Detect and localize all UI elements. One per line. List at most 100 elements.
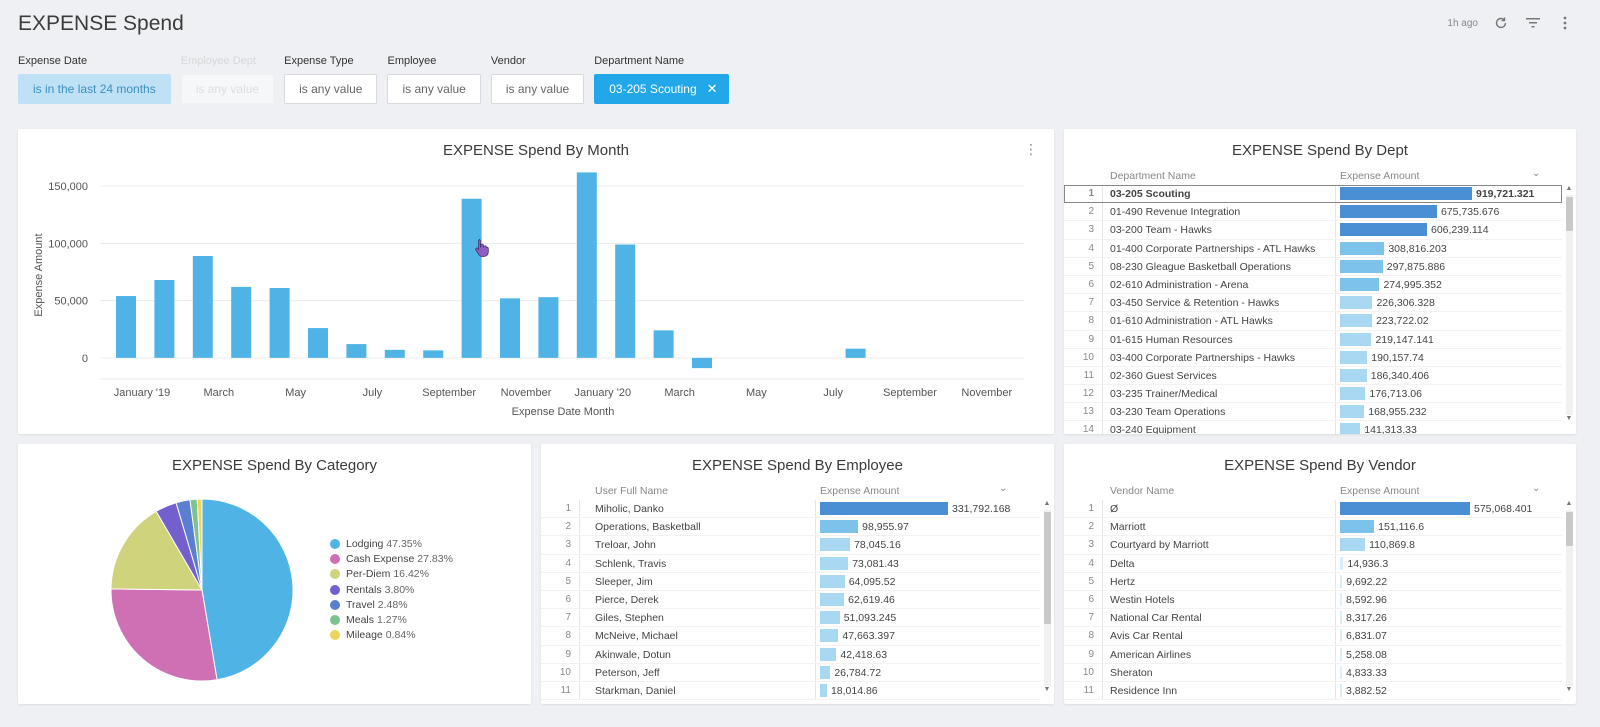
row-name[interactable]: Delta	[1110, 557, 1135, 570]
chevron-down-icon[interactable]: ⌄	[999, 483, 1008, 494]
table-row[interactable]: 14 03-240 Equipment 141,313.33	[1064, 421, 1562, 434]
row-name[interactable]: 01-400 Corporate Partnerships - ATL Hawk…	[1110, 242, 1316, 255]
scroll-down-icon[interactable]: ▼	[1565, 415, 1573, 422]
row-name[interactable]: Marriott	[1110, 521, 1146, 534]
filter-expense-type-value[interactable]: is any value	[284, 74, 378, 104]
close-icon[interactable]: ✕	[706, 81, 718, 96]
table-row[interactable]: 4 01-400 Corporate Partnerships - ATL Haw…	[1064, 240, 1562, 258]
bar[interactable]	[461, 198, 482, 358]
table-row[interactable]: 11 Residence Inn 3,882.52	[1064, 682, 1562, 701]
scroll-up-icon[interactable]: ▲	[1565, 500, 1573, 507]
refresh-icon[interactable]	[1492, 14, 1510, 32]
row-name[interactable]: 01-490 Revenue Integration	[1110, 206, 1241, 219]
column-header-amount[interactable]: Expense Amount	[820, 485, 900, 497]
row-name[interactable]: 03-230 Team Operations	[1110, 406, 1226, 419]
scroll-thumb[interactable]	[1044, 512, 1051, 624]
bar[interactable]	[346, 344, 367, 358]
table-row[interactable]: 8 Avis Car Rental 6,831.07	[1064, 627, 1562, 646]
column-header-name[interactable]: Department Name	[1110, 170, 1196, 182]
bar[interactable]	[538, 297, 559, 358]
scroll-down-icon[interactable]: ▼	[1565, 686, 1573, 693]
table-row[interactable]: 9 01-615 Human Resources 219,147.141	[1064, 331, 1562, 349]
row-name[interactable]: Peterson, Jeff	[595, 666, 660, 679]
row-name[interactable]: Westin Hotels	[1110, 593, 1175, 606]
row-name[interactable]: Akinwale, Dotun	[595, 648, 671, 661]
table-row[interactable]: 3 Treloar, John 78,045.16	[541, 536, 1040, 555]
row-name[interactable]: McNeive, Michael	[595, 630, 678, 643]
row-name[interactable]: 03-205 Scouting	[1110, 188, 1191, 200]
table-row[interactable]: 4 Schlenk, Travis 73,081.43	[541, 555, 1040, 573]
row-name[interactable]: Residence Inn	[1110, 684, 1178, 697]
row-name[interactable]: 03-450 Service & Retention - Hawks	[1110, 297, 1280, 310]
column-header-amount[interactable]: Expense Amount	[1340, 485, 1420, 497]
row-name[interactable]: Pierce, Derek	[595, 593, 659, 606]
table-row[interactable]: 9 Akinwale, Dotun 42,418.63	[541, 646, 1040, 664]
bar[interactable]	[576, 172, 597, 358]
table-row[interactable]: 2 Marriott 151,116.6	[1064, 518, 1562, 537]
row-name[interactable]: 03-240 Equipment	[1110, 424, 1196, 434]
bar[interactable]	[384, 349, 405, 358]
bar[interactable]	[423, 350, 444, 358]
table-row[interactable]: 2 Operations, Basketball 98,955.97	[541, 518, 1040, 537]
bar[interactable]	[845, 348, 866, 358]
pie-slice[interactable]	[201, 498, 294, 681]
row-name[interactable]: Starkman, Daniel	[595, 684, 676, 697]
filter-employee-dept-value[interactable]: is any value	[180, 74, 275, 104]
table-row[interactable]: 2 01-490 Revenue Integration 675,735.676	[1064, 203, 1562, 222]
bar[interactable]	[308, 328, 328, 358]
table-row[interactable]: 9 American Airlines 5,258.08	[1064, 646, 1562, 664]
pie-slice[interactable]	[110, 588, 218, 682]
scroll-up-icon[interactable]: ▲	[1043, 500, 1051, 507]
row-name[interactable]: Ø	[1110, 503, 1119, 515]
bar[interactable]	[154, 280, 175, 358]
column-header-name[interactable]: User Full Name	[595, 485, 668, 497]
legend-item[interactable]: Mileage 0.84%	[330, 628, 453, 643]
table-row[interactable]: 7 Giles, Stephen 51,093.245	[541, 609, 1040, 628]
legend-item[interactable]: Lodging 47.35%	[330, 536, 453, 551]
table-row[interactable]: 8 01-610 Administration - ATL Hawks 223,72…	[1064, 312, 1562, 331]
scrollbar[interactable]: ▲ ▼	[1564, 500, 1574, 696]
more-vert-icon[interactable]	[1556, 14, 1574, 32]
row-name[interactable]: 03-200 Team - Hawks	[1110, 224, 1212, 237]
bar[interactable]	[615, 244, 636, 358]
table-row[interactable]: 1 Miholic, Danko 331,792.168	[541, 500, 1040, 519]
row-name[interactable]: Treloar, John	[595, 539, 656, 552]
legend-item[interactable]: Rentals 3.80%	[330, 582, 453, 597]
row-name[interactable]: National Car Rental	[1110, 612, 1202, 625]
table-row[interactable]: 7 03-450 Service & Retention - Hawks 226,3…	[1064, 294, 1562, 313]
chevron-down-icon[interactable]: ⌄	[1532, 483, 1541, 494]
table-row[interactable]: 13 03-230 Team Operations 168,955.232	[1064, 403, 1562, 422]
table-row[interactable]: 11 Starkman, Daniel 18,014.86	[541, 682, 1040, 701]
bar[interactable]	[116, 296, 136, 358]
scroll-up-icon[interactable]: ▲	[1565, 185, 1573, 192]
pie-slice[interactable]	[110, 510, 203, 591]
table-row[interactable]: 12 03-235 Trainer/Medical 176,713.06	[1064, 385, 1562, 404]
row-name[interactable]: Courtyard by Marriott	[1110, 539, 1209, 552]
bar[interactable]	[692, 357, 712, 369]
filter-icon[interactable]	[1524, 14, 1542, 32]
filter-vendor-value[interactable]: is any value	[490, 74, 585, 104]
bar[interactable]	[500, 298, 520, 358]
table-row[interactable]: 7 National Car Rental 8,317.26	[1064, 609, 1562, 628]
row-name[interactable]: Avis Car Rental	[1110, 630, 1183, 643]
row-name[interactable]: Sleeper, Jim	[595, 575, 653, 588]
table-row[interactable]: 10 Peterson, Jeff 26,784.72	[541, 664, 1040, 682]
table-row[interactable]: 1 Ø 575,068.401	[1064, 500, 1562, 519]
legend-item[interactable]: Meals 1.27%	[330, 612, 453, 627]
legend-item[interactable]: Per-Diem 16.42%	[330, 567, 453, 582]
pie-slice[interactable]	[196, 498, 203, 591]
table-row[interactable]: 10 Sheraton 4,833.33	[1064, 664, 1562, 682]
table-row[interactable]: 6 02-610 Administration - Arena 274,995.35…	[1064, 276, 1562, 295]
bar[interactable]	[231, 286, 252, 358]
row-name[interactable]: Sheraton	[1110, 666, 1153, 679]
row-name[interactable]: 03-235 Trainer/Medical	[1110, 388, 1218, 401]
row-name[interactable]: American Airlines	[1110, 648, 1192, 661]
legend-item[interactable]: Cash Expense 27.83%	[330, 551, 453, 566]
chevron-down-icon[interactable]: ⌄	[1532, 168, 1541, 179]
scrollbar[interactable]: ▲ ▼	[1042, 500, 1052, 696]
bar[interactable]	[653, 330, 674, 358]
table-row[interactable]: 3 Courtyard by Marriott 110,869.8	[1064, 536, 1562, 555]
row-name[interactable]: 02-610 Administration - Arena	[1110, 278, 1249, 291]
scroll-thumb[interactable]	[1566, 197, 1573, 231]
scroll-thumb[interactable]	[1566, 512, 1573, 546]
